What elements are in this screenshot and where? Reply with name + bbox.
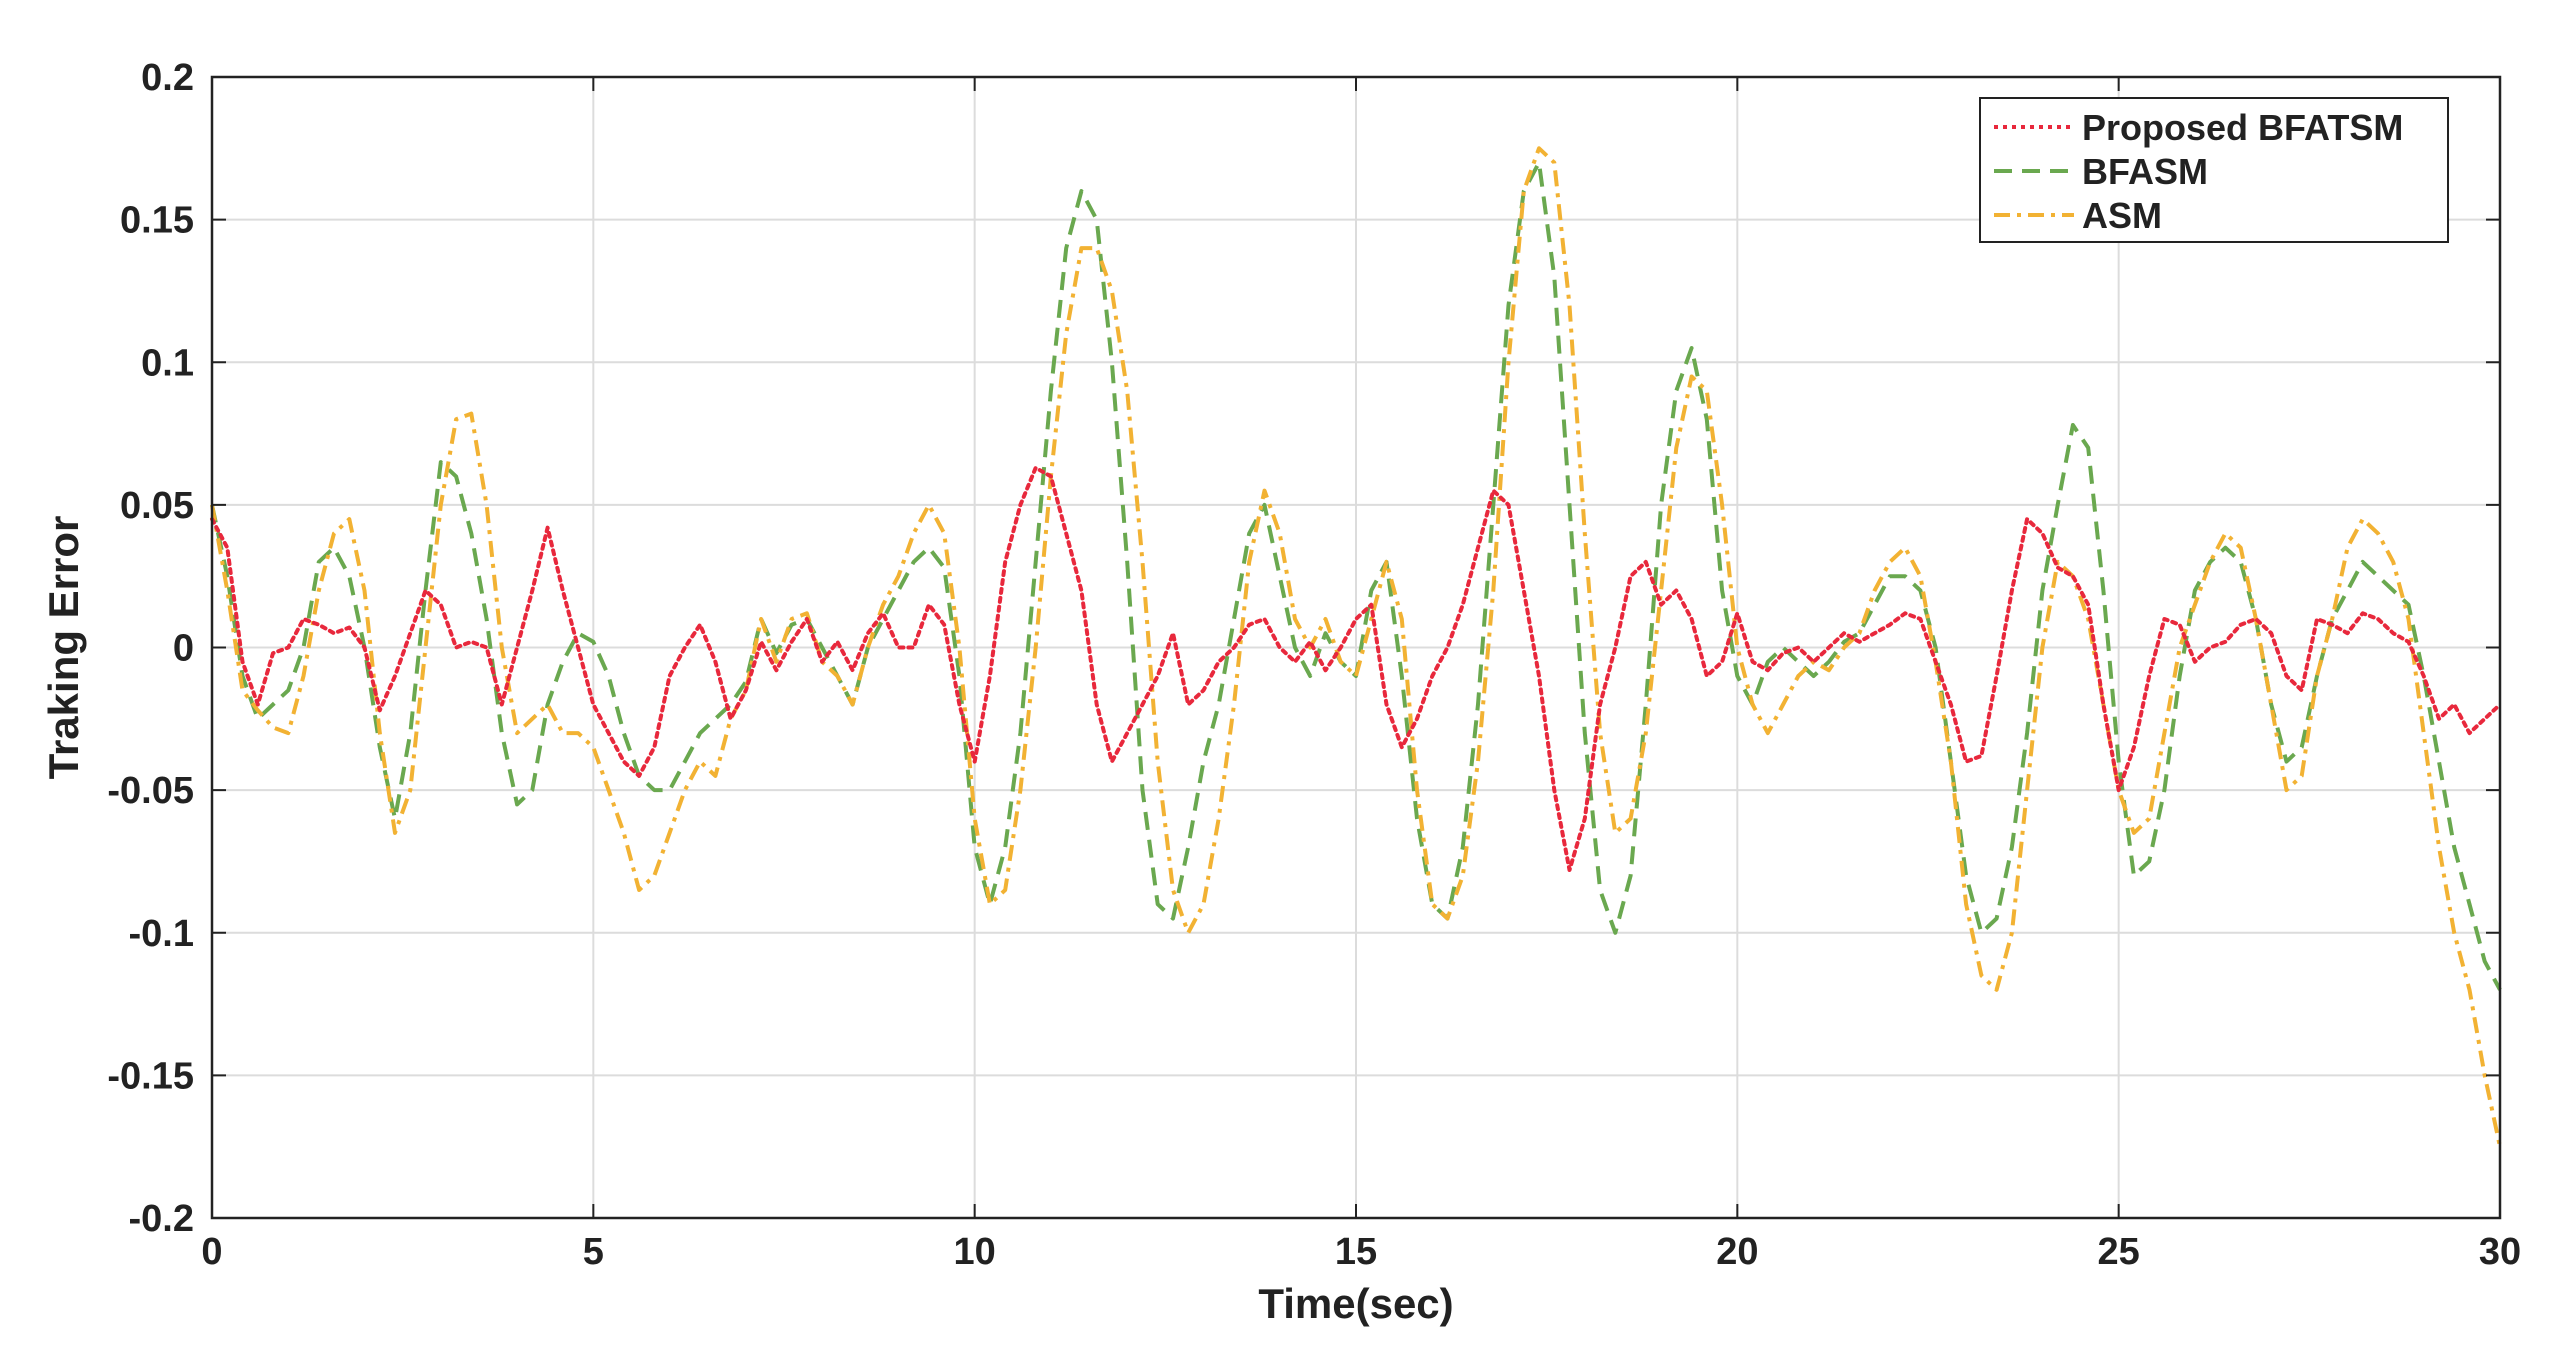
y-tick-label: 0.15	[120, 200, 194, 242]
y-tick-label: 0.1	[141, 342, 194, 384]
y-tick-label: -0.2	[129, 1198, 194, 1240]
y-tick-label: -0.15	[107, 1055, 194, 1097]
x-tick-label: 25	[2098, 1231, 2140, 1273]
grid	[212, 77, 2500, 1218]
y-tick-label: -0.1	[129, 913, 194, 955]
y-tick-label: -0.05	[107, 770, 194, 812]
y-tick-label: 0.05	[120, 485, 194, 527]
legend: Proposed BFATSM BFASM ASM	[1979, 97, 2449, 243]
series-layer	[210, 146, 2502, 1148]
x-tick-label: 20	[1716, 1231, 1758, 1273]
x-axis-label: Time(sec)	[1258, 1280, 1453, 1327]
x-tick-label: 10	[954, 1231, 996, 1273]
y-axis-label: Traking Error	[40, 516, 87, 780]
y-tick-label: 0	[173, 628, 194, 670]
legend-label-bfasm: BFASM	[2082, 151, 2208, 192]
x-tick-label: 15	[1335, 1231, 1377, 1273]
x-tick-label: 0	[201, 1231, 222, 1273]
y-tick-label: 0.2	[141, 57, 194, 99]
series-line-bfasm	[210, 160, 2502, 991]
x-tick-label: 30	[2479, 1231, 2521, 1273]
x-tick-label: 5	[583, 1231, 604, 1273]
legend-label-proposed-bfatsm: Proposed BFATSM	[2082, 107, 2403, 148]
series-line-proposed-bfatsm	[210, 465, 2502, 872]
ticks: 0 5 10 15 20 25 30 -0.2 -0.15 -0.1 -0.05 0 0.05 0.1 0.…	[107, 57, 2521, 1273]
legend-label-asm: ASM	[2082, 195, 2162, 236]
